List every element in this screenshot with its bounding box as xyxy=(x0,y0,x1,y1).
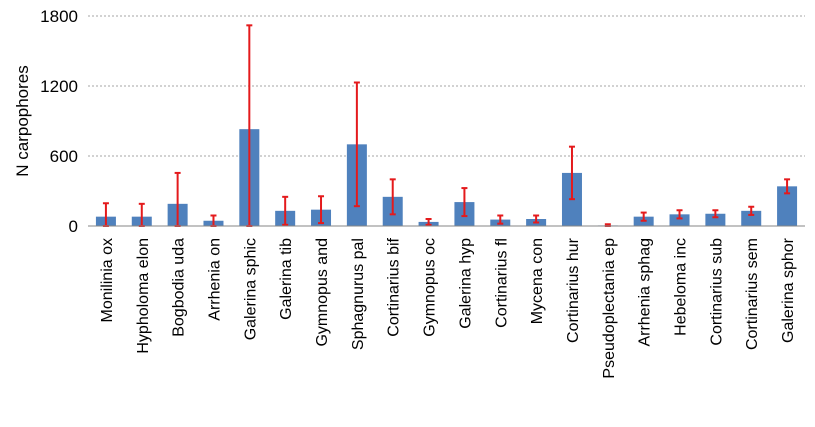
x-tick-label-1: Hypholoma elon xyxy=(135,238,152,354)
x-tick-label-10: Galerina hyp xyxy=(457,238,474,329)
x-tick-label-3: Arrhenia on xyxy=(206,238,223,321)
y-tick-labels: 0 600 1200 1800 xyxy=(40,7,78,236)
bar-18 xyxy=(741,210,762,226)
gridlines xyxy=(88,15,805,157)
x-tick-label-15: Arrhenia sphag xyxy=(637,238,654,347)
x-tick-labels: Monilinia ox Hypholoma elon Bogbodia uda Ar… xyxy=(99,237,797,378)
x-tick-label-11: Cortinarius fl xyxy=(493,238,510,328)
x-tick-label-5: Galerina tib xyxy=(278,238,295,320)
y-tick-label-600: 600 xyxy=(50,147,78,166)
x-tick-label-4: Galerina sphic xyxy=(242,238,259,340)
x-tick-label-2: Bogbodia uda xyxy=(171,238,188,337)
x-tick-label-17: Cortinarius sub xyxy=(708,238,725,346)
bar-17 xyxy=(705,213,726,226)
x-tick-label-18: Cortinarius sem xyxy=(744,238,761,350)
x-tick-label-16: Hebeloma inc xyxy=(673,238,690,336)
bar-19 xyxy=(777,186,798,226)
y-tick-label-1800: 1800 xyxy=(40,7,78,26)
x-tick-label-12: Mycena con xyxy=(529,238,546,324)
bar-16 xyxy=(669,214,690,226)
bars-group xyxy=(95,129,798,226)
x-tick-label-6: Gymnopus and xyxy=(314,238,331,347)
x-tick-label-8: Cortinarius bif xyxy=(386,237,403,336)
error-bars-group xyxy=(102,24,791,227)
y-axis-title: N carpophores xyxy=(13,65,32,177)
x-tick-label-14: Pseudoplectania ep xyxy=(601,238,618,379)
x-tick-label-9: Gymnopus oc xyxy=(422,238,439,337)
y-tick-label-1200: 1200 xyxy=(40,77,78,96)
x-tick-label-19: Galerina sphor xyxy=(780,237,797,343)
x-tick-label-7: Sphagnurus pal xyxy=(350,238,367,350)
y-tick-label-0: 0 xyxy=(69,217,78,236)
x-tick-label-0: Monilinia ox xyxy=(99,238,116,322)
x-tick-label-13: Cortinarius hur xyxy=(565,237,582,343)
